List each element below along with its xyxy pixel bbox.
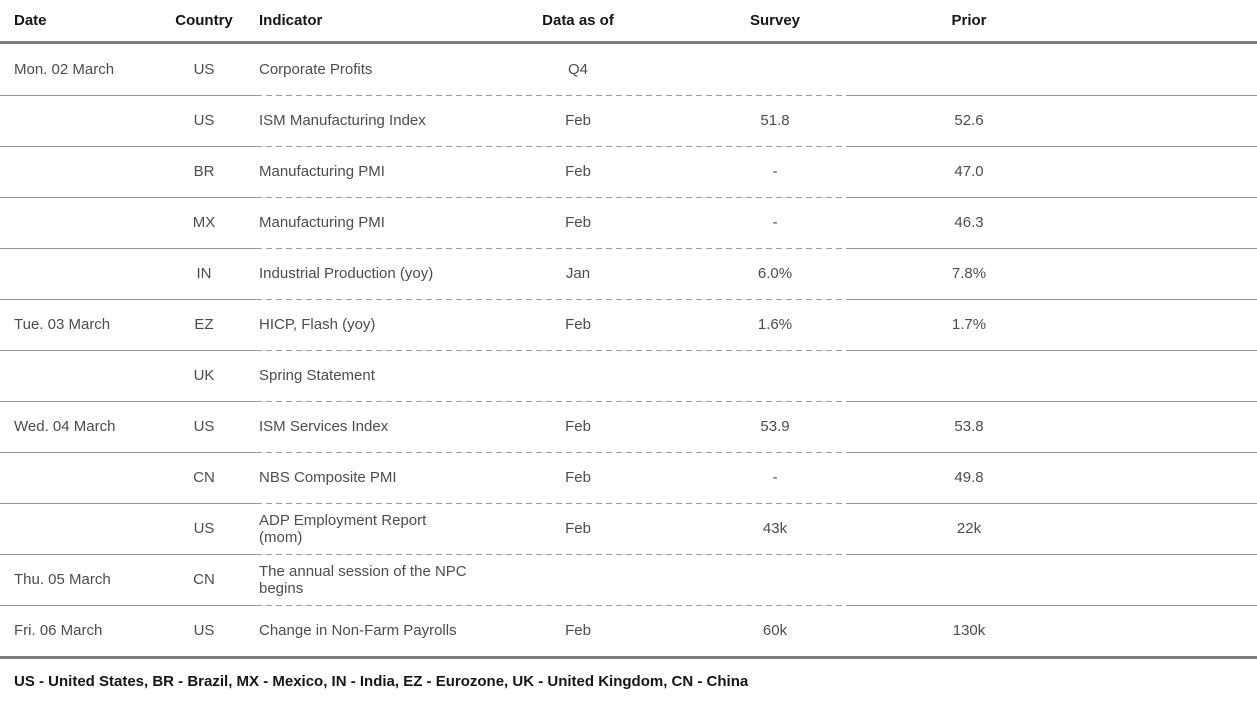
table-row: Wed. 04 March US ISM Services Index Feb …: [0, 401, 1257, 453]
survey-cell: -: [772, 163, 778, 180]
indicator-cell: Change in Non-Farm Payrolls: [259, 622, 457, 639]
prior-cell: 22k: [956, 520, 982, 537]
table-row: Fri. 06 March US Change in Non-Farm Payr…: [0, 605, 1257, 656]
country-cell: US: [193, 622, 215, 639]
column-header-country: Country: [175, 12, 233, 29]
data-as-of-cell: Q4: [567, 61, 588, 78]
indicator-cell: Manufacturing PMI: [259, 163, 385, 180]
data-as-of-cell: Jan: [565, 265, 591, 282]
indicator-cell: Manufacturing PMI: [259, 214, 385, 231]
survey-cell: 53.9: [760, 418, 790, 435]
indicator-cell: ISM Services Index: [259, 418, 389, 435]
country-cell: US: [193, 418, 215, 435]
prior-cell: 52.6: [954, 112, 984, 129]
table-row: US ADP Employment Report (mom) Feb 43k 2…: [0, 503, 1257, 555]
data-as-of-cell: Feb: [565, 316, 591, 333]
indicator-cell: ISM Manufacturing Index: [259, 112, 426, 129]
table-row: CN NBS Composite PMI Feb - 49.8: [0, 452, 1257, 504]
data-as-of-cell: Feb: [565, 622, 591, 639]
indicator-cell: HICP, Flash (yoy): [259, 316, 376, 333]
date-cell: Wed. 04 March: [14, 418, 116, 435]
country-cell: EZ: [194, 316, 214, 333]
table-row: BR Manufacturing PMI Feb - 47.0: [0, 146, 1257, 198]
prior-cell: 49.8: [954, 469, 984, 486]
country-cell: IN: [196, 265, 212, 282]
table-row: US ISM Manufacturing Index Feb 51.8 52.6: [0, 95, 1257, 147]
country-cell: US: [193, 112, 215, 129]
survey-cell: 51.8: [760, 112, 790, 129]
indicator-cell: NBS Composite PMI: [259, 469, 397, 486]
survey-cell: 43k: [762, 520, 788, 537]
table-row: Tue. 03 March EZ HICP, Flash (yoy) Feb 1…: [0, 299, 1257, 351]
prior-cell: 7.8%: [951, 265, 987, 282]
table-row: Thu. 05 March CN The annual session of t…: [0, 554, 1257, 606]
survey-cell: 60k: [762, 622, 788, 639]
country-cell: US: [193, 520, 215, 537]
data-as-of-cell: Feb: [565, 418, 591, 435]
prior-cell: 130k: [952, 622, 986, 639]
date-cell: Mon. 02 March: [14, 61, 115, 78]
country-cell: BR: [193, 163, 215, 180]
date-cell: Thu. 05 March: [14, 571, 111, 588]
header-row: Date Country Indicator Data as of Survey…: [0, 0, 1257, 44]
survey-cell: -: [772, 469, 778, 486]
prior-cell: 53.8: [954, 418, 984, 435]
survey-cell: 1.6%: [757, 316, 793, 333]
date-cell: Tue. 03 March: [14, 316, 111, 333]
data-as-of-cell: Feb: [565, 214, 591, 231]
prior-cell: 46.3: [954, 214, 984, 231]
prior-cell: 47.0: [954, 163, 984, 180]
survey-cell: -: [772, 214, 778, 231]
column-header-prior: Prior: [951, 12, 987, 29]
survey-cell: 6.0%: [757, 265, 793, 282]
column-header-survey: Survey: [749, 12, 801, 29]
data-as-of-cell: Feb: [565, 112, 591, 129]
prior-cell: 1.7%: [951, 316, 987, 333]
date-cell: Fri. 06 March: [14, 622, 103, 639]
country-cell: US: [193, 61, 215, 78]
table-row: Mon. 02 March US Corporate Profits Q4: [0, 44, 1257, 96]
table-row: UK Spring Statement: [0, 350, 1257, 402]
table-row: MX Manufacturing PMI Feb - 46.3: [0, 197, 1257, 249]
indicator-cell: Spring Statement: [259, 367, 375, 384]
country-cell: CN: [193, 469, 215, 486]
indicator-cell: The annual session of the NPC begins: [259, 562, 467, 597]
indicator-cell: Corporate Profits: [259, 61, 373, 78]
legend-text: US - United States, BR - Brazil, MX - Me…: [14, 673, 749, 690]
data-as-of-cell: Feb: [565, 520, 591, 537]
column-header-date: Date: [14, 12, 47, 29]
table-row: IN Industrial Production (yoy) Jan 6.0% …: [0, 248, 1257, 300]
country-cell: MX: [192, 214, 216, 231]
indicator-cell: Industrial Production (yoy): [259, 265, 434, 282]
country-cell: UK: [193, 367, 215, 384]
data-as-of-cell: Feb: [565, 469, 591, 486]
column-header-indicator: Indicator: [259, 12, 323, 29]
column-header-data-as-of: Data as of: [542, 12, 614, 29]
country-cell: CN: [193, 571, 215, 588]
indicator-cell: ADP Employment Report (mom): [259, 511, 427, 546]
bottom-rule: [0, 656, 1257, 659]
data-as-of-cell: Feb: [565, 163, 591, 180]
